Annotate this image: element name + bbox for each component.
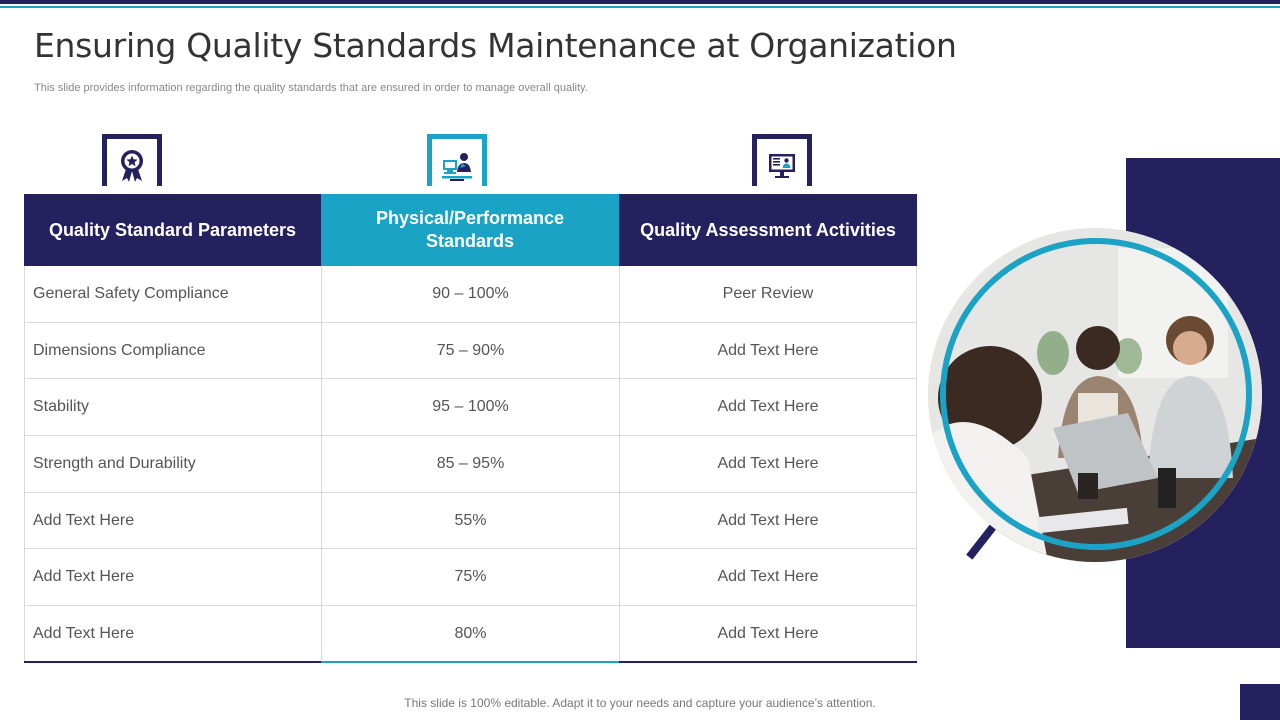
- table-row: General Safety Compliance 90 – 100% Peer…: [24, 266, 917, 323]
- table-row: Add Text Here 80% Add Text Here: [24, 606, 917, 663]
- monitor-profile-icon: [769, 153, 795, 178]
- parameter-cell: Dimensions Compliance: [24, 322, 321, 379]
- parameter-cell: Stability: [24, 379, 321, 436]
- standard-cell: 75%: [321, 549, 619, 606]
- activity-cell: Peer Review: [619, 266, 917, 322]
- award-badge-icon: [121, 149, 143, 182]
- table-body: General Safety Compliance 90 – 100% Peer…: [24, 266, 917, 663]
- table-row: Dimensions Compliance 75 – 90% Add Text …: [24, 322, 917, 380]
- activity-cell: Add Text Here: [619, 436, 917, 492]
- table-row: Strength and Durability 85 – 95% Add Tex…: [24, 436, 917, 493]
- parameter-cell: Add Text Here: [24, 549, 321, 606]
- decorative-corner-square: [1240, 684, 1280, 720]
- standard-cell: 75 – 90%: [321, 322, 619, 379]
- header-quality-assessment-activities: Quality Assessment Activities: [619, 194, 917, 266]
- standard-cell: 90 – 100%: [321, 266, 619, 322]
- parameter-cell: Add Text Here: [24, 492, 321, 549]
- page-subtitle: This slide provides information regardin…: [34, 82, 588, 94]
- table-row: Stability 95 – 100% Add Text Here: [24, 379, 917, 437]
- engineer-workstation-icon: [442, 152, 472, 181]
- activity-cell: Add Text Here: [619, 606, 917, 663]
- top-accent-bar: [0, 0, 1280, 4]
- table-row: Add Text Here 75% Add Text Here: [24, 549, 917, 607]
- standard-cell: 95 – 100%: [321, 379, 619, 436]
- parameter-cell: Add Text Here: [24, 606, 321, 663]
- activity-cell: Add Text Here: [619, 322, 917, 379]
- parameter-cell: Strength and Durability: [24, 436, 321, 492]
- footer-note: This slide is 100% editable. Adapt it to…: [404, 696, 876, 710]
- activity-cell: Add Text Here: [619, 379, 917, 436]
- header-quality-standard-parameters: Quality Standard Parameters: [24, 194, 321, 266]
- standard-cell: 85 – 95%: [321, 436, 619, 492]
- engineer-workstation-icon-tab: [427, 134, 487, 192]
- standard-cell: 80%: [321, 606, 619, 663]
- quality-standards-table: Quality Standard Parameters Physical/Per…: [24, 194, 917, 663]
- monitor-profile-icon-tab: [752, 134, 812, 192]
- page-title: Ensuring Quality Standards Maintenance a…: [34, 26, 957, 65]
- parameter-cell: General Safety Compliance: [24, 266, 321, 322]
- top-accent-line: [0, 6, 1280, 8]
- activity-cell: Add Text Here: [619, 549, 917, 606]
- decorative-teal-ring: [940, 238, 1252, 550]
- table-bottom-border: [24, 661, 917, 663]
- header-physical-performance-standards: Physical/Performance Standards: [321, 194, 619, 266]
- table-row: Add Text Here 55% Add Text Here: [24, 492, 917, 550]
- standard-cell: 55%: [321, 492, 619, 549]
- award-badge-icon-tab: [102, 134, 162, 192]
- table-header: Quality Standard Parameters Physical/Per…: [24, 194, 917, 266]
- activity-cell: Add Text Here: [619, 492, 917, 549]
